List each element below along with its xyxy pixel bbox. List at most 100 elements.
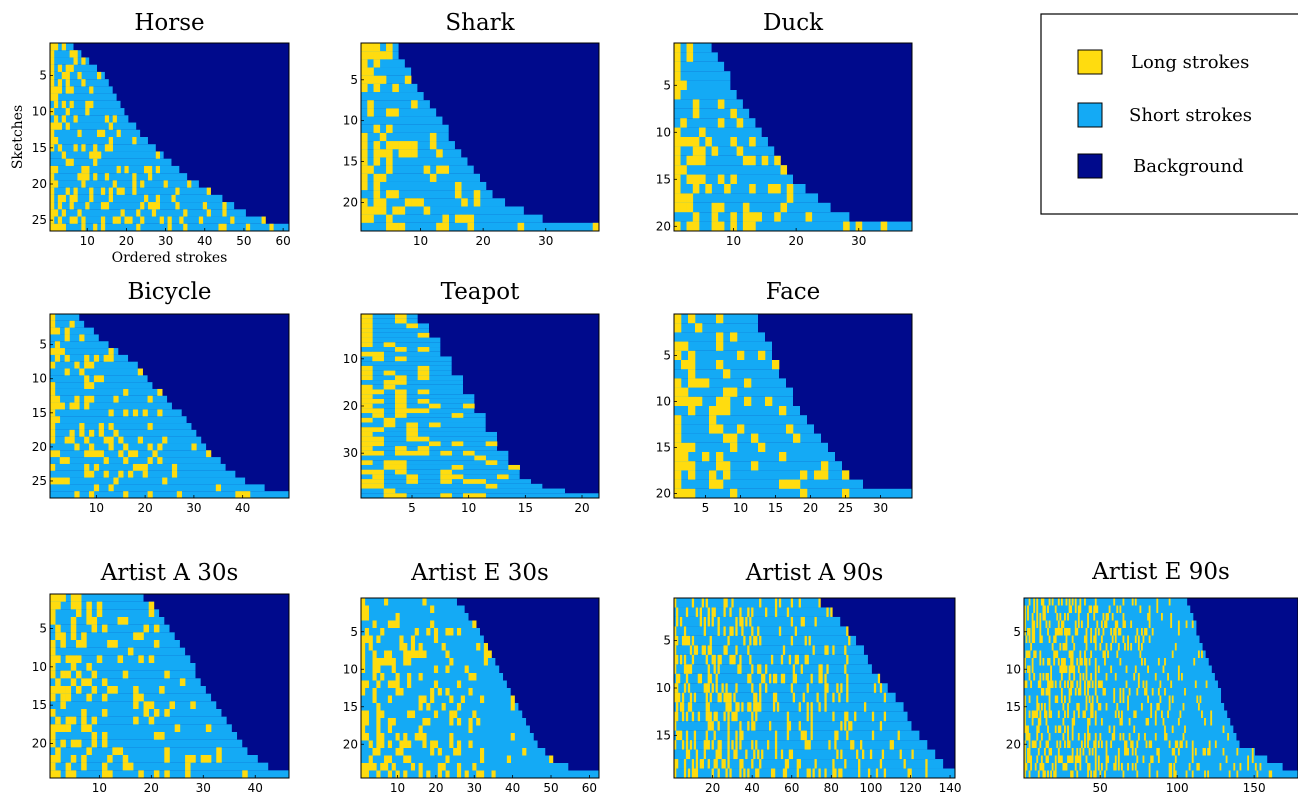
- long-stroke-cell: [1084, 688, 1086, 696]
- long-stroke-cell: [108, 484, 114, 492]
- long-stroke-cell: [826, 683, 829, 694]
- long-stroke-cell: [707, 702, 710, 712]
- sketch-row: [361, 413, 486, 419]
- long-stroke-cell: [1088, 680, 1091, 689]
- short-stroke-run: [674, 165, 787, 175]
- long-stroke-cell: [1028, 710, 1031, 719]
- x-tick-label: 50: [543, 781, 558, 795]
- x-tick-label: 20: [803, 501, 818, 515]
- long-stroke-cell: [749, 635, 752, 646]
- long-stroke-cell: [674, 759, 677, 769]
- long-stroke-cell: [1191, 770, 1194, 779]
- short-stroke-run: [361, 605, 465, 613]
- x-tick-label: 10: [461, 501, 476, 515]
- long-stroke-cell: [1205, 680, 1208, 689]
- long-stroke-cell: [69, 216, 74, 225]
- long-stroke-cell: [147, 395, 153, 403]
- long-stroke-cell: [692, 212, 700, 222]
- long-stroke-cell: [132, 173, 137, 181]
- long-stroke-cell: [379, 51, 387, 60]
- long-stroke-cell: [729, 654, 732, 665]
- long-stroke-cell: [1059, 725, 1062, 734]
- long-stroke-cell: [112, 180, 117, 188]
- long-stroke-cell: [395, 356, 407, 362]
- long-stroke-cell: [772, 702, 776, 712]
- long-stroke-cell: [1071, 748, 1074, 756]
- long-stroke-cell: [753, 749, 756, 760]
- short-stroke-run: [1024, 748, 1255, 756]
- long-stroke-cell: [361, 332, 373, 338]
- x-tick-label: 10: [726, 234, 741, 248]
- long-stroke-cell: [1036, 703, 1039, 711]
- long-stroke-cell: [1124, 740, 1126, 749]
- long-stroke-cell: [403, 733, 408, 741]
- long-stroke-cell: [440, 450, 452, 456]
- long-stroke-cell: [1025, 680, 1028, 689]
- long-stroke-cell: [53, 86, 59, 94]
- long-stroke-cell: [1247, 763, 1250, 771]
- long-stroke-cell: [688, 369, 696, 379]
- long-stroke-cell: [683, 683, 687, 694]
- long-stroke-cell: [1065, 665, 1068, 674]
- long-stroke-cell: [1064, 665, 1066, 674]
- long-stroke-cell: [383, 417, 396, 423]
- long-stroke-cell: [81, 632, 87, 641]
- long-stroke-cell: [84, 395, 90, 403]
- long-stroke-cell: [688, 488, 696, 499]
- long-stroke-cell: [361, 157, 368, 166]
- short-stroke-run: [361, 314, 418, 319]
- long-stroke-cell: [735, 626, 738, 637]
- long-stroke-cell: [730, 387, 738, 398]
- long-stroke-cell: [376, 718, 381, 726]
- long-stroke-cell: [65, 64, 70, 73]
- long-stroke-cell: [1057, 658, 1060, 666]
- long-stroke-cell: [674, 52, 681, 63]
- long-stroke-cell: [93, 173, 98, 181]
- long-stroke-cell: [1182, 703, 1185, 711]
- sketch-row: [674, 645, 864, 656]
- long-stroke-cell: [55, 747, 61, 756]
- short-stroke-run: [1024, 605, 1191, 613]
- long-stroke-cell: [418, 725, 423, 734]
- legend-swatch-short: [1077, 102, 1103, 128]
- long-stroke-cell: [755, 702, 758, 712]
- long-stroke-cell: [711, 616, 714, 627]
- sketch-row: [361, 474, 520, 480]
- sketch-row: [50, 100, 121, 109]
- axes-frame: [49, 313, 290, 499]
- long-stroke-cell: [81, 223, 86, 232]
- long-stroke-cell: [468, 718, 473, 726]
- long-stroke-cell: [820, 673, 823, 684]
- long-stroke-cell: [1108, 725, 1111, 734]
- sketch-row: [674, 108, 750, 119]
- long-stroke-cell: [65, 762, 72, 771]
- long-stroke-cell: [1133, 710, 1136, 719]
- long-stroke-cell: [132, 180, 137, 188]
- long-stroke-cell: [1120, 763, 1123, 771]
- long-stroke-cell: [430, 620, 435, 629]
- long-stroke-cell: [372, 389, 384, 395]
- long-stroke-cell: [725, 692, 728, 703]
- long-stroke-cell: [1068, 605, 1071, 614]
- long-stroke-cell: [73, 194, 78, 203]
- long-stroke-cell: [1144, 733, 1146, 741]
- long-stroke-cell: [391, 665, 396, 674]
- long-stroke-cell: [1053, 770, 1056, 779]
- long-stroke-cell: [703, 616, 706, 627]
- x-tick-label: 150: [1243, 781, 1266, 795]
- long-stroke-cell: [840, 721, 843, 731]
- y-tick-label: 30: [343, 446, 358, 460]
- long-stroke-cell: [57, 223, 63, 232]
- long-stroke-cell: [1194, 748, 1197, 756]
- long-stroke-cell: [91, 739, 98, 748]
- long-stroke-cell: [399, 740, 404, 749]
- long-stroke-cell: [162, 436, 168, 444]
- long-stroke-cell: [112, 686, 118, 694]
- long-stroke-cell: [101, 709, 108, 717]
- long-stroke-cell: [1097, 628, 1100, 636]
- long-stroke-cell: [417, 365, 430, 371]
- long-stroke-cell: [65, 122, 70, 131]
- long-stroke-cell: [703, 626, 706, 637]
- long-stroke-cell: [763, 673, 766, 684]
